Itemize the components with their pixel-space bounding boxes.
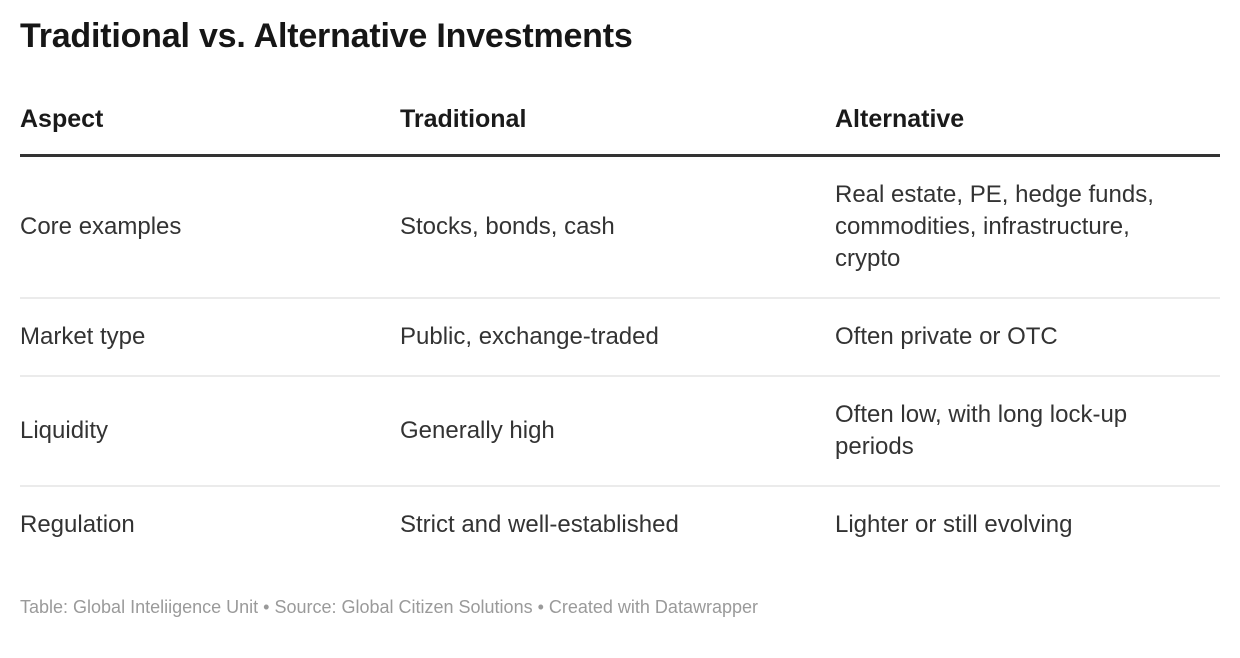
cell-aspect: Core examples: [20, 213, 182, 240]
table-footer-credits: Table: Global Inteliigence Unit • Source…: [20, 597, 758, 617]
cell-traditional: Strict and well-established: [400, 485, 835, 563]
header-row: Aspect Traditional Alternative: [20, 104, 1220, 157]
table-row: Market type Public, exchange-traded Ofte…: [20, 297, 1220, 376]
cell-alternative: Lighter or still evolving: [835, 485, 1220, 563]
cell-traditional: Public, exchange-traded: [400, 297, 835, 376]
column-header-aspect: Aspect: [20, 104, 400, 157]
cell-traditional: Generally high: [400, 375, 835, 486]
column-header-traditional: Traditional: [400, 104, 835, 157]
column-header-alternative: Alternative: [835, 104, 1220, 157]
chart-title: Traditional vs. Alternative Investments: [20, 17, 633, 55]
cell-alternative: Real estate, PE, hedge funds, commoditie…: [835, 181, 1154, 272]
cell-alternative: Often low, with long lock-up periods: [835, 375, 1220, 486]
comparison-table: Aspect Traditional Alternative Core exam…: [20, 104, 1220, 563]
cell-aspect: Regulation: [20, 485, 400, 563]
cell-traditional: Stocks, bonds, cash: [400, 213, 615, 240]
cell-aspect: Liquidity: [20, 375, 400, 486]
table-row: Core examples Stocks, bonds, cash Real e…: [20, 156, 1220, 299]
table-row: Regulation Strict and well-established L…: [20, 485, 1220, 563]
cell-alternative: Often private or OTC: [835, 297, 1220, 376]
cell-aspect: Market type: [20, 297, 400, 376]
table-row: Liquidity Generally high Often low, with…: [20, 375, 1220, 486]
